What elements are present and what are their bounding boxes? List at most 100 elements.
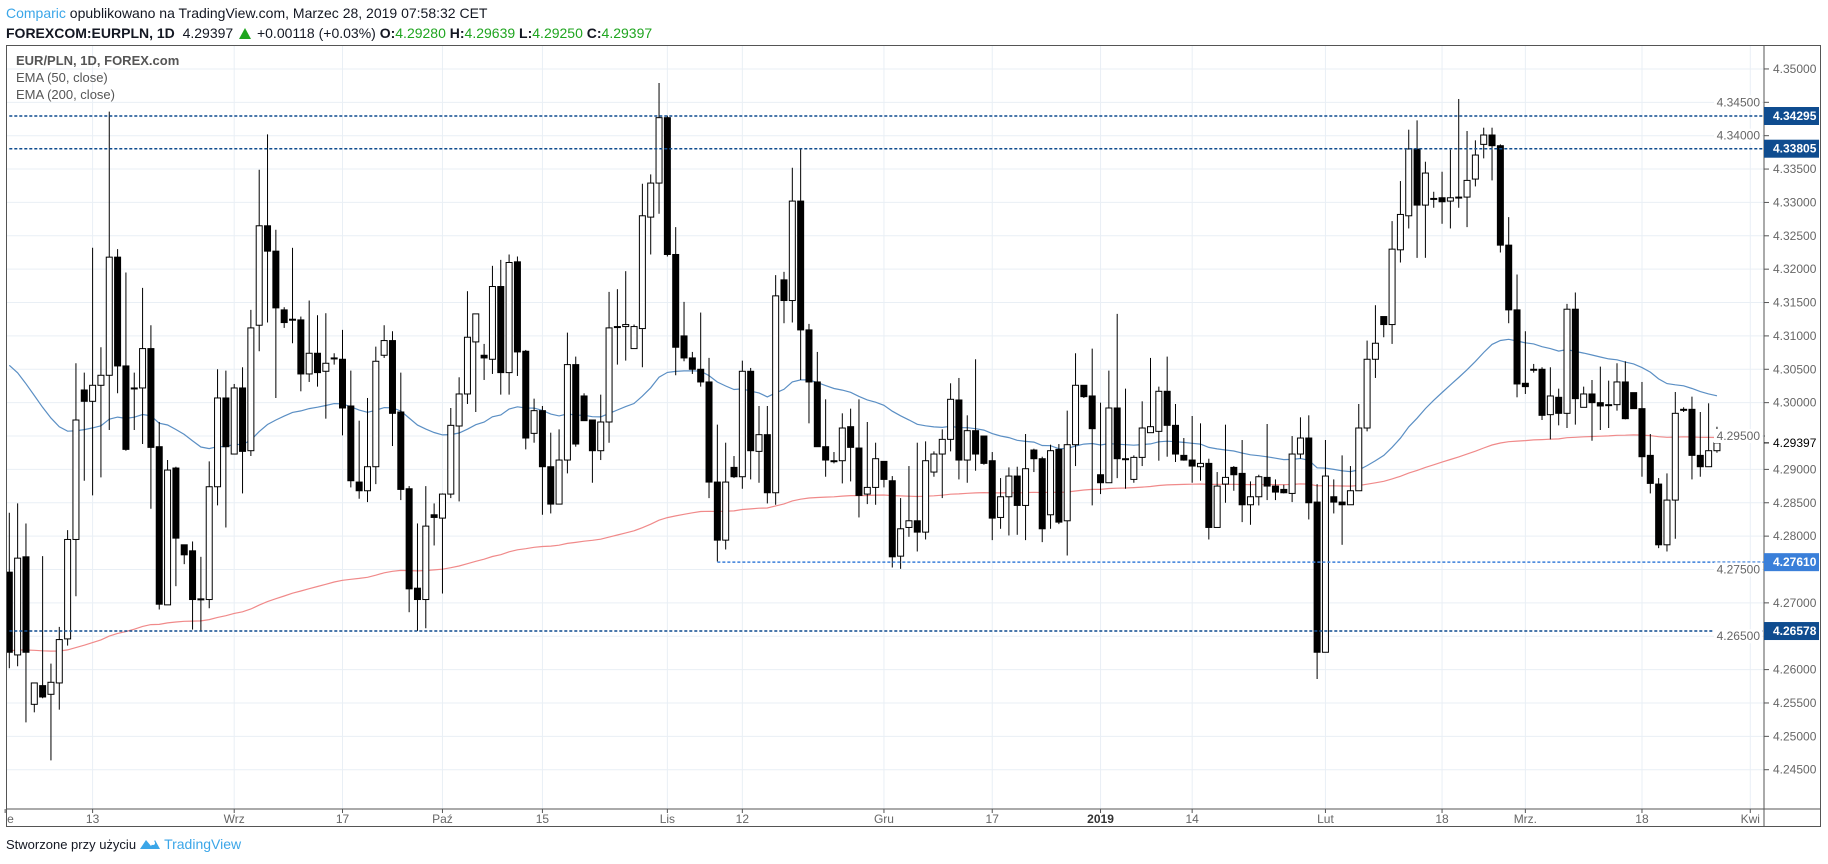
candle-body-up [1388,248,1396,326]
candle [1288,436,1296,503]
candle [1238,440,1246,523]
candle [1221,424,1229,503]
candle [297,316,305,392]
candle [797,149,805,380]
candle-body-up [838,427,846,462]
candle-body-down [222,397,230,448]
candle-body-up [597,421,605,452]
candle [1630,392,1638,410]
time-tick-label: 17 [986,812,1000,826]
candle [55,626,63,710]
candle [189,541,197,630]
candle [513,256,521,376]
candle [997,478,1005,529]
candle [647,174,655,255]
price-tick-label-bg [1714,95,1762,110]
author-link[interactable]: Comparic [6,5,66,21]
candle-body-up [1063,444,1071,522]
price-tick-label: 4.35000 [1773,62,1817,76]
candle [1355,403,1363,492]
candle-body-up [30,682,38,705]
candle-body-up [72,419,80,540]
candle-body-up [1463,179,1471,198]
candle [1338,455,1346,545]
legend-ema50[interactable]: EMA (50, close) [16,70,108,85]
candle [1646,434,1654,494]
candle-body-up [1371,342,1379,360]
candle-body-up [1480,134,1488,145]
candle [763,405,771,504]
price-level-badge [1764,139,1819,158]
candle-body-down [588,419,596,452]
candle [1196,423,1204,481]
price-tick-label: 4.25500 [1773,696,1817,710]
candle-body-up [1471,154,1479,180]
tradingview-link[interactable]: TradingView [164,836,242,852]
candle-body-down [1621,381,1629,420]
candle [972,359,980,471]
candle-body-up [788,200,796,302]
candle-body-up [1246,496,1254,506]
candle-body-down [1488,134,1496,147]
candle [680,301,688,362]
candle [1405,129,1413,229]
candle [672,227,680,376]
candle [988,452,996,541]
candle-body-down [1380,316,1388,326]
candle-body-up [755,434,763,452]
candle-body-up [363,466,371,492]
candle-body-down [813,381,821,448]
candle-body-up [89,384,97,402]
candle-body-down [1305,437,1313,504]
candle-body-down [1205,462,1213,528]
candle-body-down [397,411,405,490]
candle [630,324,638,350]
time-tick-label: Lis [660,812,675,826]
candle-body-down [972,430,980,455]
high-value: 4.29639 [464,25,516,41]
price-level-label: 4.34295 [1773,109,1817,123]
candle [180,544,188,565]
candle-body-up [1363,358,1371,429]
price-tick-label: 4.32500 [1773,229,1817,243]
candle [722,442,730,550]
legend-ema200[interactable]: EMA (200, close) [16,87,115,102]
candle-body-down [114,256,122,367]
candle-body-down [189,550,197,601]
candle [1296,417,1304,459]
candle-body-down [1638,408,1646,458]
candle-body-up [1680,408,1688,411]
candle-body-down [388,340,396,414]
time-axis-labels: Sie 13 Wrz 17 Paź 15 Lis 12 Gru 17 2019 14 Lut 18 Mrz.… [7,812,1760,826]
candle [1038,456,1046,543]
candle-body-up [622,324,630,328]
candle [1130,455,1138,483]
candle-body-down [1180,454,1188,461]
candle [1055,444,1063,525]
price-tick-label: 4.34000 [1717,129,1761,143]
candle-body-up [938,438,946,455]
candle-body-up [1138,427,1146,458]
candle-body-up [613,326,621,329]
price-tick-label: 4.27000 [1773,596,1817,610]
candle-body-up [139,348,147,389]
candle [1488,127,1496,181]
candle-body-down [1596,402,1604,407]
candle-body-up [1221,476,1229,485]
candle [97,347,105,478]
candle-body-up [1255,476,1263,498]
candle [488,265,496,374]
candle [1463,131,1471,228]
candle [1663,473,1671,552]
candle [1280,484,1288,494]
candle-body-up [164,469,172,606]
candle [497,259,505,395]
candle-body-up [47,681,55,695]
candle-body-up [963,430,971,461]
candle-body-up [130,387,138,390]
candle-body-down [480,354,488,359]
candle [738,360,746,489]
candle-body-down [430,514,438,518]
candle [1022,434,1030,541]
